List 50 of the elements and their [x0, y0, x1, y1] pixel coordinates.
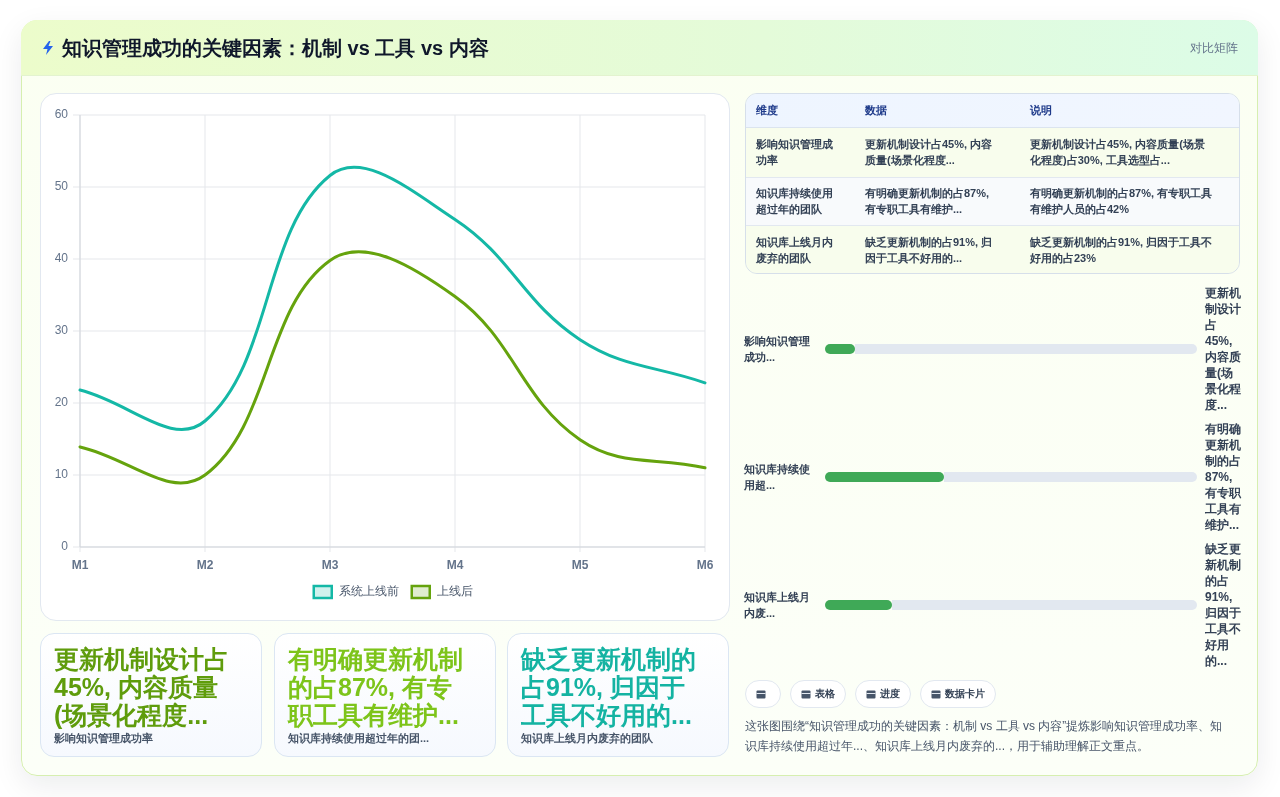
text: 这张图围绕“知识管理成功的关键因素：机制 vs 工具 vs 内容”提炼影响知识管理成功率、知识库持续使用超过年...、知识库上线月内废弃的...，用于辅助理解正文重点。: [745, 718, 1223, 755]
x-tick-label: M5: [571, 558, 589, 573]
category-label: 表格: [815, 687, 835, 701]
bar: [854, 344, 1197, 354]
y-tick-label: 40: [54, 251, 69, 266]
text: 缺乏更新机制的占91%, 归因于工具不好用的占23%: [1030, 236, 1213, 265]
text: 有明确更新机制的占87%, 有专职工具有维护...: [1205, 421, 1242, 533]
text: 更新机制设计占45%, 内容质量(场景化程度...: [865, 138, 993, 167]
text: 知识库持续使用超过年的团队: [756, 187, 833, 216]
y-tick-label: 影响知识管理成功...: [744, 334, 811, 365]
y-tick-label: 知识库上线月内废...: [744, 590, 811, 621]
category-label: 数据: [865, 103, 887, 118]
x-tick-label: M2: [196, 558, 214, 573]
legend-label: 上线后: [436, 584, 473, 599]
category-label: 维度: [756, 103, 778, 118]
text: 缺乏更新机制的占91%, 归因于工具不好用的...: [865, 236, 993, 265]
text: 知识库持续使用超过年的团...: [288, 731, 431, 746]
category-label: 说明: [1030, 103, 1052, 118]
text: 影响知识管理成功率: [756, 138, 833, 167]
y-tick-label: 0: [61, 539, 69, 554]
bar: [825, 472, 945, 482]
text: 有明确更新机制的占87%, 有专职工具有维护...: [288, 645, 464, 729]
text: 更新机制设计占45%, 内容质量(场景化程度)占30%, 工具选型占...: [1030, 138, 1205, 167]
x-tick-label: M3: [321, 558, 339, 573]
y-tick-label: 10: [54, 467, 69, 482]
category-label: 进度: [880, 687, 900, 701]
text: 有明确更新机制的占87%, 有专职工具有维护人员的占42%: [1030, 187, 1213, 216]
bar: [891, 600, 1197, 610]
bar: [825, 600, 892, 610]
text: 知识管理成功的关键因素：机制 vs 工具 vs 内容: [62, 36, 489, 61]
legend-label: 系统上线前: [338, 584, 399, 599]
category-label: 数据卡片: [945, 687, 985, 701]
x-tick-label: M1: [71, 558, 89, 573]
y-tick-label: 60: [54, 107, 69, 122]
y-tick-label: 30: [54, 323, 69, 338]
text: 更新机制设计占45%, 内容质量(场景化程度...: [54, 645, 230, 729]
bar: [944, 472, 1197, 482]
x-tick-label: M4: [446, 558, 464, 573]
x-tick-label: M6: [696, 558, 714, 573]
text: 更新机制设计占45%, 内容质量(场景化程度...: [1205, 285, 1242, 413]
text: 知识库上线月内废弃的团队: [756, 236, 833, 265]
y-tick-label: 50: [54, 179, 69, 194]
text: 有明确更新机制的占87%, 有专职工具有维护...: [865, 187, 990, 216]
text: 对比矩阵: [1190, 40, 1238, 57]
text: 缺乏更新机制的占91%, 归因于工具不好用的...: [1205, 541, 1242, 669]
text: 缺乏更新机制的占91%, 归因于工具不好用的...: [521, 645, 697, 729]
text: 影响知识管理成功率: [54, 731, 154, 746]
text: 知识库上线月内废弃的团队: [521, 731, 654, 746]
y-tick-label: 知识库持续使用超...: [744, 462, 811, 493]
y-tick-label: 20: [54, 395, 69, 410]
